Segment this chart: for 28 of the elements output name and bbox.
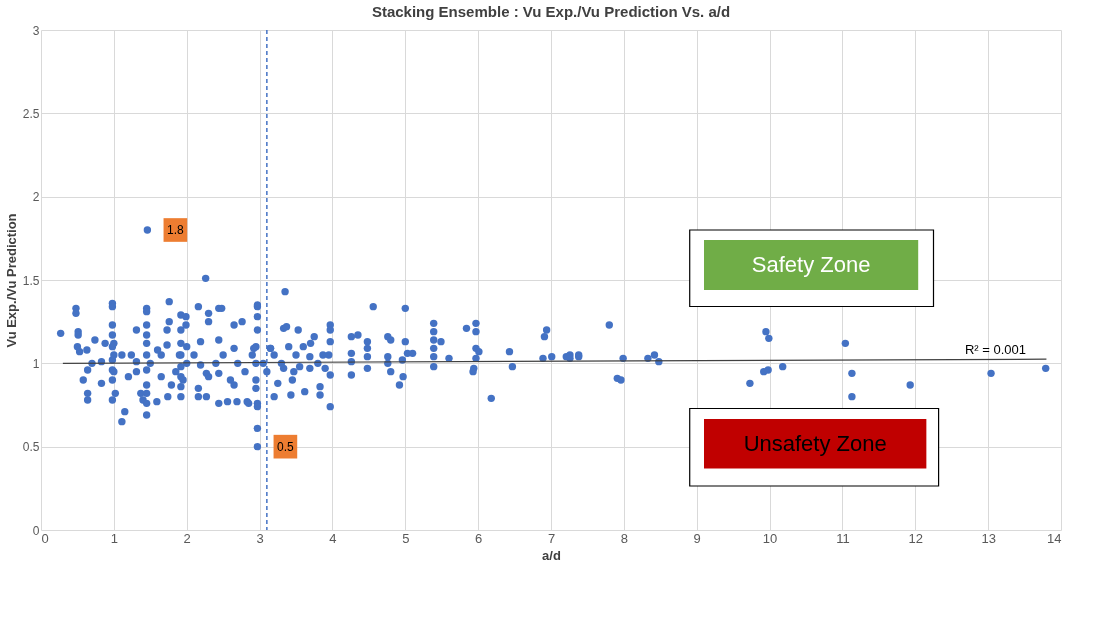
x-tick-label: 2 xyxy=(183,530,191,546)
y-tick-label: 1.5 xyxy=(22,273,40,288)
x-tick-label: 7 xyxy=(547,530,556,546)
x-tick-label: 13 xyxy=(981,530,996,546)
x-tick-label: 4 xyxy=(329,530,337,546)
y-tick-label: 2.5 xyxy=(22,106,40,121)
annotation: Unsafety Zone xyxy=(743,430,887,456)
y-tick-label: 2 xyxy=(32,190,40,205)
x-tick-label: 9 xyxy=(693,530,701,546)
x-tick-label: 14 xyxy=(1047,530,1062,546)
x-tick-label: 3 xyxy=(256,530,264,546)
x-tick-label: 8 xyxy=(620,530,628,546)
annotation: Safety Zone xyxy=(751,252,871,277)
x-tick-label: 5 xyxy=(402,530,410,546)
x-tick-label: 1 xyxy=(110,530,118,546)
y-tick-label: 1 xyxy=(32,356,40,371)
annotation: 1.8 xyxy=(167,223,185,237)
x-tick-label: 10 xyxy=(762,530,778,546)
y-tick-label: 0.5 xyxy=(22,440,40,455)
annotation: 0.5 xyxy=(277,439,295,454)
x-tick-label: 6 xyxy=(475,530,483,546)
y-tick-label: 3 xyxy=(32,23,40,38)
x-axis-title: a/d xyxy=(542,547,561,563)
chart-title: Stacking Ensemble : Vu Exp./Vu Prediction Vs. a/d xyxy=(371,3,731,20)
x-tick-label: 11 xyxy=(836,530,850,546)
annotation: R² = 0.001 xyxy=(964,342,1026,357)
y-axis-title: Vu Exp./Vu Prediction xyxy=(3,213,19,348)
x-tick-label: 12 xyxy=(908,530,924,546)
